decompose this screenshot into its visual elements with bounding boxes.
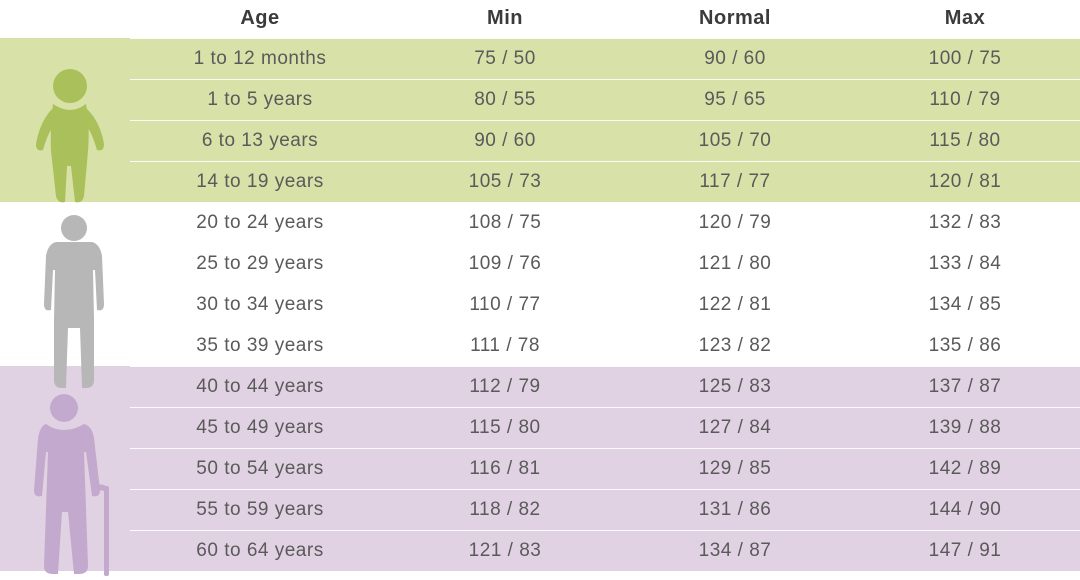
cell-normal: 123 / 82 bbox=[620, 325, 850, 366]
cell-normal: 95 / 65 bbox=[620, 79, 850, 120]
table-row: 1 to 5 years 80 / 55 95 / 65 110 / 79 bbox=[0, 79, 1080, 120]
cell-min: 90 / 60 bbox=[390, 120, 620, 161]
cell-min: 118 / 82 bbox=[390, 489, 620, 530]
cell-age: 40 to 44 years bbox=[130, 366, 390, 407]
table-row: 40 to 44 years 112 / 79 125 / 83 137 / 8… bbox=[0, 366, 1080, 407]
cell-max: 142 / 89 bbox=[850, 448, 1080, 489]
cell-age: 35 to 39 years bbox=[130, 325, 390, 366]
cell-age: 6 to 13 years bbox=[130, 120, 390, 161]
table-row: 60 to 64 years 121 / 83 134 / 87 147 / 9… bbox=[0, 530, 1080, 571]
table-row: 14 to 19 years 105 / 73 117 / 77 120 / 8… bbox=[0, 161, 1080, 202]
bp-by-age-table: Age Min Normal Max 1 to 12 months 75 / 5… bbox=[0, 0, 1080, 572]
cell-max: 139 / 88 bbox=[850, 407, 1080, 448]
cell-max: 137 / 87 bbox=[850, 366, 1080, 407]
icon-cell-elder bbox=[0, 366, 130, 571]
cell-min: 75 / 50 bbox=[390, 38, 620, 79]
bp-table-wrap: Age Min Normal Max 1 to 12 months 75 / 5… bbox=[0, 0, 1080, 572]
table-row: 20 to 24 years 108 / 75 120 / 79 132 / 8… bbox=[0, 202, 1080, 243]
icon-cell-child bbox=[0, 38, 130, 202]
cell-age: 20 to 24 years bbox=[130, 202, 390, 243]
cell-age: 14 to 19 years bbox=[130, 161, 390, 202]
cell-age: 25 to 29 years bbox=[130, 243, 390, 284]
cell-max: 134 / 85 bbox=[850, 284, 1080, 325]
cell-age: 60 to 64 years bbox=[130, 530, 390, 571]
header-max: Max bbox=[850, 0, 1080, 38]
cell-normal: 120 / 79 bbox=[620, 202, 850, 243]
cell-normal: 134 / 87 bbox=[620, 530, 850, 571]
cell-age: 30 to 34 years bbox=[130, 284, 390, 325]
cell-min: 105 / 73 bbox=[390, 161, 620, 202]
cell-max: 132 / 83 bbox=[850, 202, 1080, 243]
table-row: 35 to 39 years 111 / 78 123 / 82 135 / 8… bbox=[0, 325, 1080, 366]
cell-max: 135 / 86 bbox=[850, 325, 1080, 366]
icon-cell-adult bbox=[0, 202, 130, 366]
cell-min: 80 / 55 bbox=[390, 79, 620, 120]
header-normal: Normal bbox=[620, 0, 850, 38]
cell-age: 50 to 54 years bbox=[130, 448, 390, 489]
table-row: 25 to 29 years 109 / 76 121 / 80 133 / 8… bbox=[0, 243, 1080, 284]
cell-normal: 117 / 77 bbox=[620, 161, 850, 202]
header-min: Min bbox=[390, 0, 620, 38]
cell-max: 110 / 79 bbox=[850, 79, 1080, 120]
cell-min: 110 / 77 bbox=[390, 284, 620, 325]
cell-normal: 127 / 84 bbox=[620, 407, 850, 448]
cell-age: 1 to 12 months bbox=[130, 38, 390, 79]
cell-max: 100 / 75 bbox=[850, 38, 1080, 79]
cell-max: 120 / 81 bbox=[850, 161, 1080, 202]
cell-normal: 90 / 60 bbox=[620, 38, 850, 79]
cell-normal: 122 / 81 bbox=[620, 284, 850, 325]
cell-max: 133 / 84 bbox=[850, 243, 1080, 284]
header-age: Age bbox=[130, 0, 390, 38]
table-row: 50 to 54 years 116 / 81 129 / 85 142 / 8… bbox=[0, 448, 1080, 489]
cell-max: 144 / 90 bbox=[850, 489, 1080, 530]
cell-max: 115 / 80 bbox=[850, 120, 1080, 161]
table-row: 6 to 13 years 90 / 60 105 / 70 115 / 80 bbox=[0, 120, 1080, 161]
table-row: 45 to 49 years 115 / 80 127 / 84 139 / 8… bbox=[0, 407, 1080, 448]
cell-min: 111 / 78 bbox=[390, 325, 620, 366]
table-row: 1 to 12 months 75 / 50 90 / 60 100 / 75 bbox=[0, 38, 1080, 79]
cell-min: 121 / 83 bbox=[390, 530, 620, 571]
cell-max: 147 / 91 bbox=[850, 530, 1080, 571]
cell-min: 109 / 76 bbox=[390, 243, 620, 284]
table-header-row: Age Min Normal Max bbox=[0, 0, 1080, 38]
header-icon-spacer bbox=[0, 0, 130, 38]
cell-age: 1 to 5 years bbox=[130, 79, 390, 120]
cell-age: 45 to 49 years bbox=[130, 407, 390, 448]
table-row: 55 to 59 years 118 / 82 131 / 86 144 / 9… bbox=[0, 489, 1080, 530]
cell-normal: 125 / 83 bbox=[620, 366, 850, 407]
cell-age: 55 to 59 years bbox=[130, 489, 390, 530]
cell-normal: 131 / 86 bbox=[620, 489, 850, 530]
cell-min: 116 / 81 bbox=[390, 448, 620, 489]
cell-normal: 121 / 80 bbox=[620, 243, 850, 284]
cell-normal: 129 / 85 bbox=[620, 448, 850, 489]
cell-min: 108 / 75 bbox=[390, 202, 620, 243]
table-row: 30 to 34 years 110 / 77 122 / 81 134 / 8… bbox=[0, 284, 1080, 325]
cell-normal: 105 / 70 bbox=[620, 120, 850, 161]
cell-min: 115 / 80 bbox=[390, 407, 620, 448]
cell-min: 112 / 79 bbox=[390, 366, 620, 407]
